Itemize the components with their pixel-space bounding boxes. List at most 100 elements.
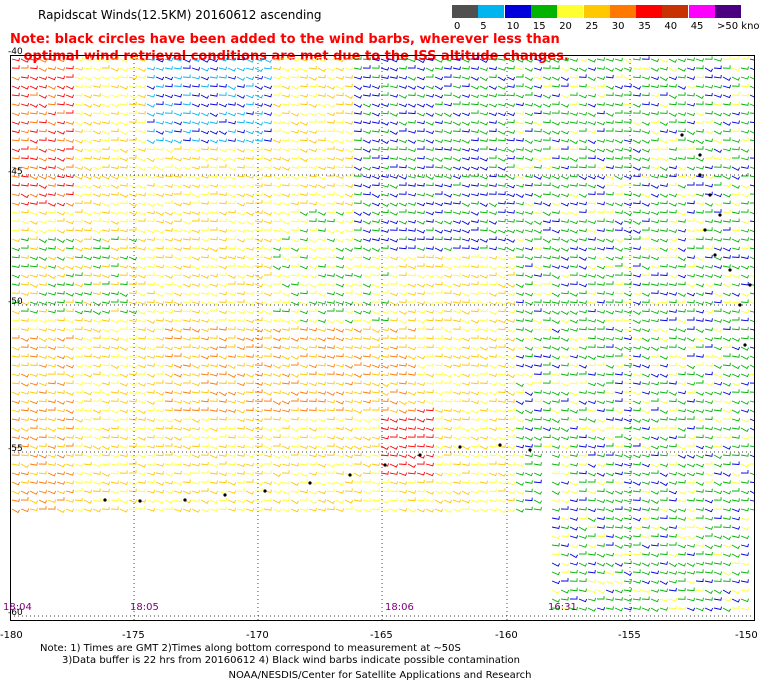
wind-barb xyxy=(137,335,146,340)
wind-barb xyxy=(83,318,92,323)
wind-barb xyxy=(191,273,200,278)
wind-barb xyxy=(254,210,263,214)
wind-barb xyxy=(110,211,120,215)
wind-barb xyxy=(335,308,344,312)
wind-barb xyxy=(29,362,38,366)
wind-barb xyxy=(470,346,479,351)
wind-barb xyxy=(326,488,335,493)
wind-barb xyxy=(398,481,408,485)
wind-barb xyxy=(641,292,651,297)
wind-barb xyxy=(308,274,318,279)
wind-barb xyxy=(308,308,317,312)
wind-barb xyxy=(695,273,705,278)
wind-barb xyxy=(470,444,479,448)
wind-barb xyxy=(353,355,363,360)
wind-barb xyxy=(506,283,515,288)
wind-barb xyxy=(659,345,668,349)
wind-barb xyxy=(731,92,740,96)
wind-barb xyxy=(254,408,264,413)
wind-barb xyxy=(191,83,200,88)
wind-barb xyxy=(461,210,470,215)
wind-barb xyxy=(191,265,200,271)
wind-barb xyxy=(434,445,444,450)
wind-barb xyxy=(542,371,551,375)
wind-barb xyxy=(515,508,525,513)
wind-barb xyxy=(380,255,389,259)
wind-barb xyxy=(200,398,209,403)
wind-barb xyxy=(596,488,605,492)
wind-barb xyxy=(668,597,678,602)
wind-barb xyxy=(209,283,219,287)
wind-barb xyxy=(740,184,749,190)
wind-barb xyxy=(677,381,686,385)
wind-barb xyxy=(425,283,435,288)
wind-barb xyxy=(515,156,524,160)
wind-barb xyxy=(83,175,93,180)
wind-barb xyxy=(659,299,668,304)
wind-barb xyxy=(56,93,65,98)
wind-barb xyxy=(254,183,263,187)
wind-barb xyxy=(182,283,192,288)
wind-barb xyxy=(461,76,471,80)
wind-barb xyxy=(650,119,659,124)
wind-barb xyxy=(128,119,137,123)
wind-barb xyxy=(623,598,633,602)
wind-barb xyxy=(641,391,651,395)
wind-barb xyxy=(650,282,659,287)
wind-barb xyxy=(713,265,723,269)
wind-barb xyxy=(371,182,380,186)
wind-barb xyxy=(605,74,614,79)
wind-barb xyxy=(452,490,461,495)
wind-barb xyxy=(533,390,542,394)
wind-barb xyxy=(713,490,723,495)
wind-barb xyxy=(263,507,272,511)
wind-barb xyxy=(11,228,20,232)
wind-barb xyxy=(308,471,318,476)
wind-barb xyxy=(614,517,624,522)
wind-barb xyxy=(200,380,209,384)
wind-barb xyxy=(749,292,755,295)
wind-barb xyxy=(614,309,623,313)
wind-barb xyxy=(434,435,443,440)
wind-barb xyxy=(398,121,408,126)
wind-barb xyxy=(164,139,174,143)
wind-barb xyxy=(425,121,435,126)
wind-barb xyxy=(677,390,686,395)
wind-barb xyxy=(506,427,516,432)
wind-barb xyxy=(668,515,677,520)
wind-barb xyxy=(416,291,425,296)
wind-barb xyxy=(146,66,155,71)
wind-barb xyxy=(236,164,245,169)
wind-barb xyxy=(587,569,596,574)
wind-barb xyxy=(209,346,219,351)
wind-barb xyxy=(569,112,579,116)
wind-barb xyxy=(146,202,155,208)
wind-barb xyxy=(83,211,92,216)
wind-barb xyxy=(389,211,398,216)
wind-barb xyxy=(659,310,669,315)
wind-barb xyxy=(623,571,632,576)
wind-barb xyxy=(92,398,101,402)
wind-barb xyxy=(713,84,722,89)
wind-barb xyxy=(74,238,83,243)
wind-barb xyxy=(65,292,75,297)
wind-barb xyxy=(434,274,444,279)
wind-barb xyxy=(362,256,372,261)
wind-barb xyxy=(650,318,659,323)
wind-barb xyxy=(695,498,704,502)
wind-barb xyxy=(749,499,755,502)
wind-barb xyxy=(389,328,398,333)
wind-barb xyxy=(173,308,182,313)
wind-barb xyxy=(551,218,560,223)
wind-barb xyxy=(20,344,29,348)
wind-barb xyxy=(605,472,615,477)
wind-barb xyxy=(722,219,731,223)
wind-barb xyxy=(578,326,587,331)
wind-barb xyxy=(129,155,137,159)
wind-barb xyxy=(227,391,237,396)
wind-barb xyxy=(11,76,21,81)
wind-barb xyxy=(245,76,255,81)
wind-barb xyxy=(641,148,651,153)
wind-barb xyxy=(605,407,614,411)
wind-barb xyxy=(542,272,551,276)
